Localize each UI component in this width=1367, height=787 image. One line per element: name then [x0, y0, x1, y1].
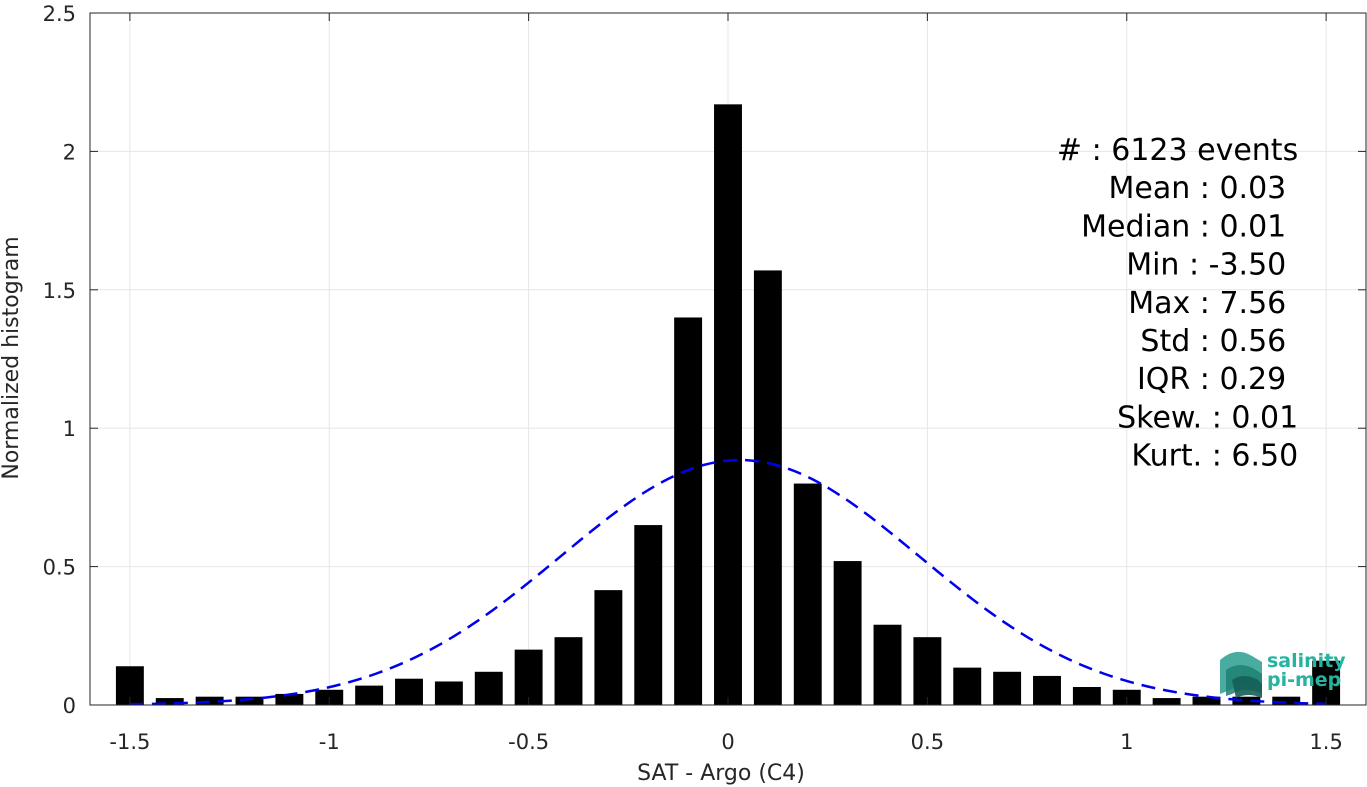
y-tick-label: 2.5	[43, 2, 76, 26]
histogram-bar	[1152, 698, 1181, 705]
histogram-bar	[235, 696, 264, 705]
histogram-bar	[514, 649, 543, 705]
histogram-bar	[634, 525, 663, 705]
histogram-bars	[115, 104, 1341, 706]
histogram-bar	[1192, 696, 1221, 705]
logo-line2: pi-mep	[1267, 669, 1341, 691]
histogram-bar	[953, 667, 982, 705]
histogram-bar	[275, 693, 304, 705]
stats-line: Std : 0.56	[1140, 324, 1286, 359]
logo-wave-icon	[1220, 651, 1262, 698]
histogram-bar	[873, 624, 902, 705]
stats-line: Mean : 0.03	[1109, 171, 1287, 206]
histogram-bar	[793, 483, 822, 705]
x-tick-label: 0	[721, 730, 734, 754]
y-tick-label: 1.5	[43, 279, 76, 303]
histogram-bar	[474, 671, 503, 705]
x-tick-label: 1.5	[1309, 730, 1342, 754]
histogram-bar	[434, 681, 463, 705]
histogram-bar	[993, 671, 1022, 705]
stats-line: Median : 0.01	[1081, 209, 1286, 244]
histogram-bar	[913, 637, 942, 705]
tick-labels: -1.5 -1 -0.5 0 0.5 1 1.5 0 0.5 1 1.5 2 2.5	[43, 2, 1343, 754]
y-tick-label: 0.5	[43, 556, 76, 580]
histogram-bar	[714, 104, 742, 706]
stats-line: Min : -3.50	[1126, 248, 1286, 283]
histogram-bar	[1272, 696, 1301, 705]
x-axis-title: SAT - Argo (C4)	[637, 761, 805, 786]
histogram-bar	[1232, 696, 1261, 705]
histogram-bar	[1033, 675, 1061, 705]
normal-fit-curve	[129, 458, 1327, 706]
x-tick-label: 0.5	[911, 730, 944, 754]
histogram-bar	[355, 685, 384, 705]
histogram-bar	[554, 637, 583, 705]
y-tick-label: 2	[63, 140, 76, 164]
histogram-bar	[753, 270, 782, 705]
x-tick-label: -0.5	[508, 730, 549, 754]
y-axis-title: Normalized histogram	[0, 236, 24, 479]
y-tick-label: 0	[63, 694, 76, 718]
stats-line: Max : 7.56	[1128, 286, 1286, 321]
histogram-bar	[395, 678, 423, 705]
x-tick-label: -1.5	[109, 730, 150, 754]
stats-line: Skew. : 0.01	[1117, 400, 1298, 435]
logo-line1: salinity	[1267, 650, 1346, 672]
salinity-pi-mep-logo: salinity pi-mep	[1220, 650, 1346, 698]
x-tick-label: -1	[319, 730, 340, 754]
y-tick-label: 1	[63, 417, 76, 441]
plot-box	[89, 12, 1367, 706]
axes-frame	[89, 12, 1367, 706]
histogram-bar	[1072, 687, 1101, 705]
x-tick-label: 1	[1120, 730, 1133, 754]
histogram-bar	[155, 698, 184, 705]
histogram-bar	[594, 590, 623, 705]
stats-line: IQR : 0.29	[1137, 362, 1286, 397]
histogram-bar	[833, 561, 862, 705]
stats-line: # : 6123 events	[1057, 133, 1298, 168]
stats-line: Kurt. : 6.50	[1131, 439, 1298, 474]
histogram-bar	[674, 317, 703, 705]
